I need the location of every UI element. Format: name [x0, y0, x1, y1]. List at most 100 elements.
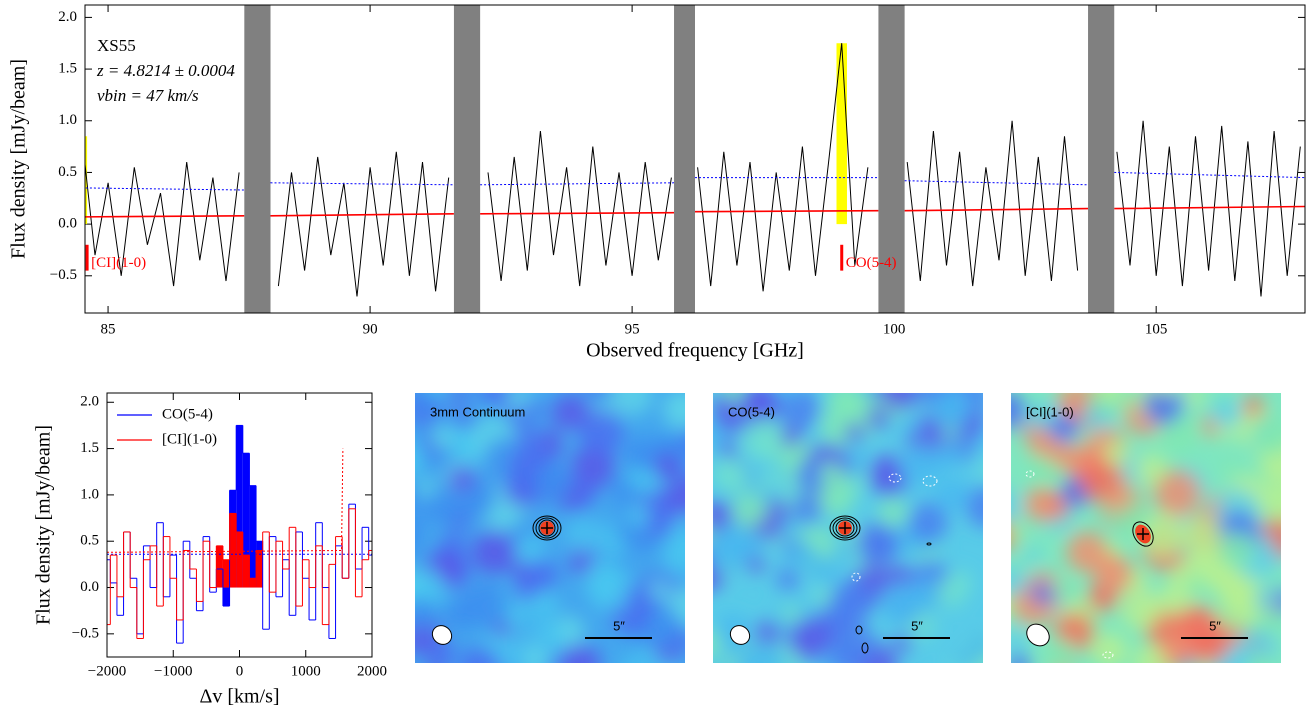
map-blob	[1185, 575, 1205, 596]
map-blob	[880, 393, 919, 410]
map-blob	[1024, 487, 1059, 522]
line-fill	[242, 555, 250, 588]
map-blob	[626, 505, 650, 529]
map-blob	[855, 521, 900, 565]
x-axis-label: Observed frequency [GHz]	[586, 340, 804, 362]
y-tick-label: 0.5	[58, 164, 77, 180]
map-blob	[1105, 484, 1133, 512]
map-blob	[415, 514, 425, 536]
axes-frame	[84, 4, 1306, 314]
map-blob	[819, 461, 843, 485]
map-blob	[415, 393, 440, 414]
map-blob	[1066, 531, 1109, 574]
contour	[855, 625, 863, 635]
map-blob	[1267, 482, 1281, 521]
map-blob	[844, 422, 865, 443]
negative-contour	[1025, 470, 1035, 478]
map-blob	[722, 655, 740, 663]
map-blob	[663, 531, 685, 577]
map-blob	[566, 517, 603, 554]
y-tick-label: 1.5	[58, 61, 77, 77]
map-blob	[662, 393, 685, 430]
position-cross	[541, 522, 553, 534]
map-blob	[445, 393, 470, 403]
map-blob	[810, 555, 839, 585]
map-blob	[1011, 599, 1013, 612]
map-blob	[719, 440, 738, 459]
map-blob	[451, 393, 468, 398]
map-texture	[713, 393, 983, 663]
map-blob	[1222, 459, 1241, 477]
line-fill	[229, 513, 237, 588]
map-blob	[779, 517, 797, 535]
x-tick-label: 105	[1145, 321, 1168, 337]
legend-label: CO(5-4)	[162, 406, 213, 422]
map-texture	[415, 393, 685, 663]
map-blob	[879, 582, 922, 624]
map-blob	[415, 478, 436, 499]
line-fill	[236, 531, 243, 588]
map-blob	[452, 408, 474, 429]
y-tick-label: −0.5	[50, 267, 77, 283]
beam	[729, 625, 751, 645]
y-tick-label: −0.5	[72, 625, 99, 641]
map-blob	[648, 580, 669, 600]
map-blob	[430, 425, 455, 450]
map: 5″ [CI](1-0)	[1011, 393, 1281, 663]
axes-frame	[106, 392, 373, 658]
map-blob	[453, 429, 475, 452]
map-blob	[719, 464, 751, 495]
map-blob	[415, 597, 438, 631]
contour	[835, 519, 855, 537]
map-blob	[415, 440, 426, 477]
map-blob	[965, 486, 983, 528]
map-blob	[1028, 429, 1057, 458]
line-fill	[236, 425, 243, 588]
step-riser	[109, 508, 370, 639]
map-blob	[1030, 582, 1054, 606]
map-blob	[1141, 513, 1185, 558]
map-blob	[1178, 517, 1225, 563]
legend-label: [CI](1-0)	[162, 431, 217, 447]
map-blob	[911, 393, 945, 405]
map-blob	[777, 393, 821, 431]
map-texture	[1011, 393, 1281, 663]
masked-band	[1088, 5, 1115, 313]
map-blob	[1135, 453, 1168, 486]
map-blob	[1011, 653, 1031, 663]
map-blob	[1091, 632, 1128, 663]
map-blob	[463, 581, 509, 628]
map-blob	[672, 474, 685, 510]
map-blob	[471, 530, 517, 575]
contour	[1132, 521, 1154, 547]
map-blob	[1247, 654, 1273, 663]
map-blob	[1011, 488, 1022, 522]
map-blob	[893, 633, 912, 652]
map-blob	[577, 409, 624, 456]
map: 5″ CO(5-4)	[713, 393, 983, 663]
map-blob	[1049, 414, 1079, 444]
line-fill	[216, 545, 223, 588]
contour	[829, 515, 861, 541]
info-text: vbin = 47 km/s	[97, 86, 199, 105]
x-tick-label: 1000	[291, 663, 321, 679]
map-blob	[867, 408, 889, 430]
map-blob	[1223, 583, 1266, 625]
map-blob	[459, 646, 501, 663]
masked-band	[878, 5, 905, 313]
map-blob	[791, 492, 824, 525]
contour	[532, 515, 562, 541]
contour	[926, 542, 932, 546]
series-line	[85, 205, 1305, 218]
line-highlight	[836, 43, 847, 225]
map-blob	[779, 601, 804, 627]
y-tick-label: 1.5	[80, 440, 99, 456]
map-blob	[1043, 638, 1078, 663]
map-blob	[733, 492, 768, 527]
map-blob	[608, 393, 653, 416]
info-text: XS55	[97, 36, 136, 55]
map-blob	[530, 590, 559, 620]
plot-area	[85, 5, 1305, 313]
map-blob	[1160, 393, 1174, 396]
